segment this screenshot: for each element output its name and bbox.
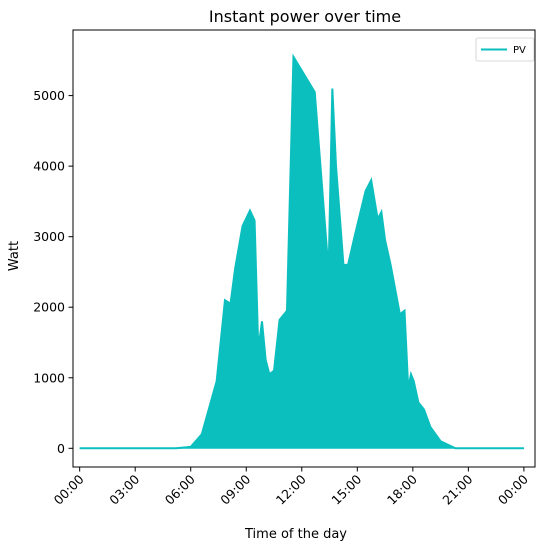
y-tick-label: 0 [57, 441, 65, 456]
y-axis-label: Watt [7, 241, 22, 271]
y-tick-label: 3000 [33, 229, 65, 244]
x-axis-label: Time of the day [244, 527, 347, 542]
y-axis: 0 1000 2000 3000 4000 5000 [33, 88, 73, 456]
plot-frame [72, 29, 536, 468]
legend: PV [475, 37, 535, 62]
series-layer [79, 53, 524, 450]
series-line-pv [79, 53, 524, 450]
y-tick-label: 2000 [33, 300, 65, 315]
y-tick-label: 4000 [33, 159, 65, 174]
y-tick-label: 1000 [33, 370, 65, 385]
y-tick-label: 5000 [33, 88, 65, 103]
chart-title: Instant power over time [209, 7, 401, 26]
legend-label-pv: PV [513, 45, 526, 56]
